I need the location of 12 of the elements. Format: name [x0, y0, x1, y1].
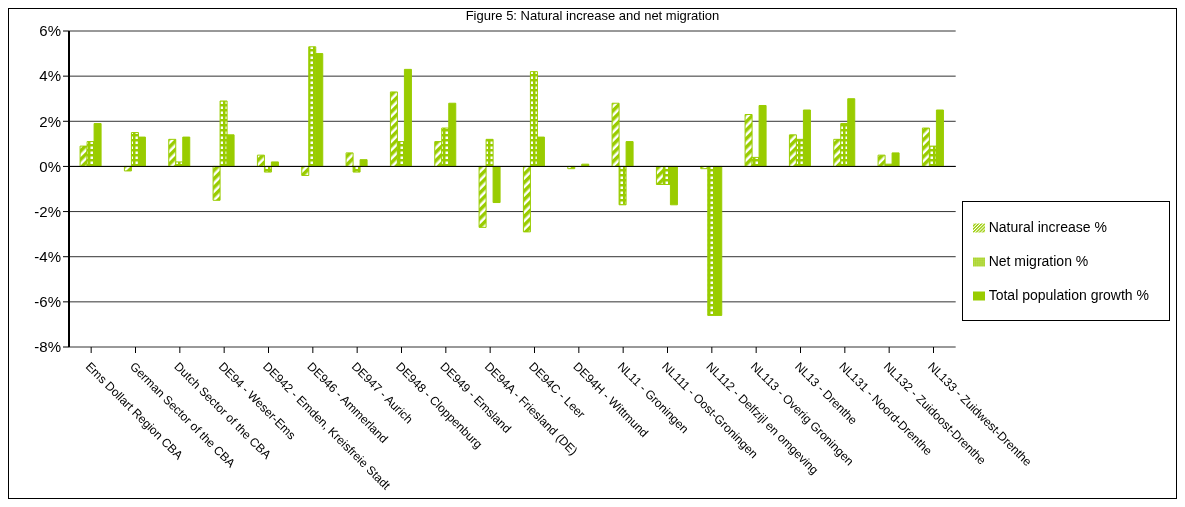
legend-label: Net migration %: [988, 253, 1089, 269]
y-tick-label: -4%: [34, 248, 61, 266]
y-tick-label: -8%: [34, 338, 61, 356]
legend-label: Natural increase %: [988, 219, 1107, 235]
legend-label: Total population growth %: [988, 287, 1149, 303]
chart-title: Figure 5: Natural increase and net migration: [465, 8, 720, 23]
y-tick-label: 0%: [39, 157, 61, 175]
y-tick-label: -6%: [34, 293, 61, 311]
y-tick-label: -2%: [34, 202, 61, 220]
y-tick-label: 6%: [39, 22, 61, 40]
y-tick-label: 2%: [39, 112, 61, 130]
y-tick-label: 4%: [39, 67, 61, 85]
